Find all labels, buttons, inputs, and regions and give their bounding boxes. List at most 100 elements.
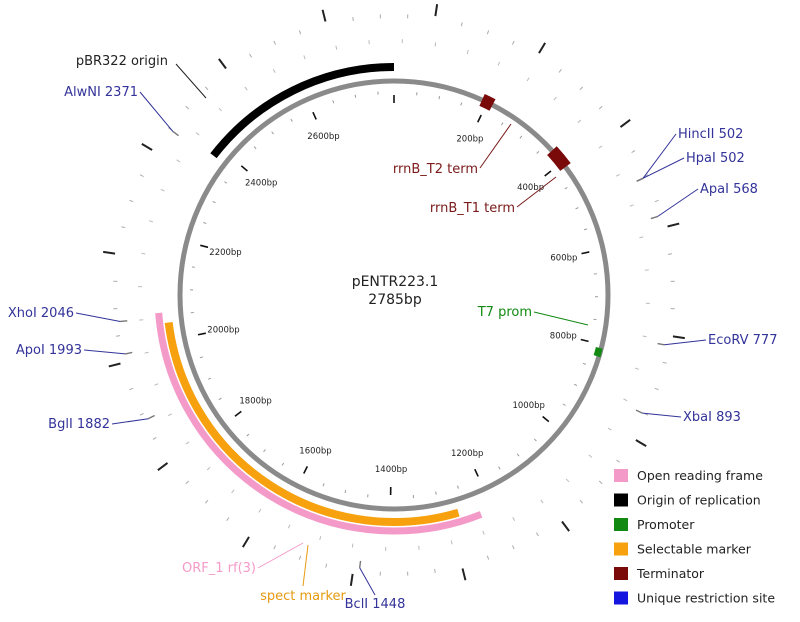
mid-tick: [160, 188, 165, 192]
minor-tick: [208, 377, 212, 380]
site-leader-line: [642, 133, 677, 179]
minor-tick: [562, 403, 566, 406]
minor-tick: [203, 221, 207, 224]
mid-tick: [434, 42, 437, 47]
major-tick: [474, 468, 479, 477]
mid-tick: [148, 220, 153, 223]
site-label: HpaI 502: [686, 151, 745, 166]
legend-swatch: [614, 591, 628, 605]
minor-tick: [212, 200, 216, 204]
outer-tick: [349, 573, 354, 586]
site-mark: [120, 320, 128, 323]
site-leader-line: [75, 312, 121, 322]
mid-tick: [588, 454, 593, 458]
outer-tick: [141, 142, 153, 151]
feature-leader-line: [516, 176, 557, 208]
site-label: XbaI 893: [683, 410, 741, 425]
minor-tick: [263, 449, 266, 453]
tick-label: 200bp: [456, 134, 483, 144]
mid-tick: [598, 145, 603, 149]
tick-label: 2400bp: [245, 179, 277, 189]
site-mark: [358, 560, 362, 568]
feature-leader-line: [479, 123, 512, 169]
major-tick: [303, 465, 309, 474]
legend-label: Unique restriction site: [637, 591, 775, 606]
site-leader-line: [111, 418, 149, 425]
outer-tick: [538, 42, 547, 54]
site-mark: [172, 130, 179, 137]
legend-swatch: [614, 518, 628, 531]
feature-leader-line: [257, 542, 304, 569]
tick-marks: 200bp 400bp 600bp 800bp 1000bp 1200bp 1400bp 16…: [190, 91, 598, 499]
minor-tick: [575, 207, 579, 210]
plasmid-backbone: [177, 78, 611, 512]
tick-label: 600bp: [550, 254, 577, 264]
outer-tick: [486, 555, 490, 560]
outer-tick: [667, 253, 673, 255]
outer-tick: [579, 499, 584, 504]
outer-tick: [241, 536, 250, 548]
minor-tick: [536, 151, 540, 154]
minor-tick: [199, 356, 203, 359]
legend-label: Open reading frame: [637, 468, 763, 483]
mid-tick: [231, 489, 235, 494]
mid-tick: [639, 236, 644, 239]
outer-tick: [157, 462, 169, 471]
site-leader-line: [642, 412, 682, 418]
tick-label: 800bp: [550, 331, 577, 341]
outer-tick: [662, 361, 667, 364]
outer-tick: [129, 199, 134, 203]
major-tick: [542, 415, 550, 423]
feature-label: pBR322 origin: [76, 54, 168, 69]
feature-label: spect marker: [260, 589, 346, 604]
mid-tick: [482, 530, 485, 535]
minor-tick: [253, 146, 257, 150]
outer-tick: [631, 150, 636, 154]
outer-tick: [321, 9, 327, 22]
legend: Open reading frame Origin of replication P…: [614, 468, 775, 606]
mid-tick: [335, 45, 338, 50]
minor-tick: [564, 186, 568, 190]
site-leader-line: [139, 91, 174, 132]
feature-arcs: [155, 63, 603, 535]
outer-tick: [558, 69, 562, 73]
feature-labels: pBR322 origin spect marker ORF_1 rf(3) rrnB…: [76, 54, 589, 604]
outer-tick: [139, 174, 144, 178]
feature-leader-line: [302, 544, 309, 587]
outer-tick: [204, 86, 209, 91]
outer-tick: [461, 568, 467, 581]
feature-leader-line: [533, 311, 589, 326]
minor-tick: [533, 438, 537, 442]
minor-tick: [344, 489, 347, 494]
feature-terminator: [547, 146, 571, 171]
outer-tick: [635, 439, 647, 448]
outer-tick: [204, 499, 209, 504]
outer-tick: [273, 545, 277, 550]
legend-swatch: [614, 469, 628, 482]
mid-tick: [553, 96, 557, 101]
minor-tick: [501, 122, 504, 126]
tick-label: 2200bp: [209, 248, 241, 258]
mid-tick: [629, 204, 634, 207]
feature-label: rrnB_T1 term: [430, 201, 515, 216]
outer-tick: [672, 335, 685, 340]
mid-tick: [195, 132, 200, 136]
outer-tick: [352, 16, 354, 22]
site-leader-line: [359, 567, 376, 596]
mid-tick: [642, 335, 647, 338]
outer-tick: [249, 53, 253, 58]
site-label: AlwNI 2371: [64, 85, 138, 100]
outer-tick: [598, 480, 603, 485]
minor-tick: [457, 485, 459, 489]
minor-tick: [332, 100, 335, 104]
outer-tick: [115, 335, 121, 337]
mid-tick: [144, 351, 149, 354]
outer-tick: [654, 199, 659, 203]
outer-tick: [434, 4, 439, 17]
outer-tick: [325, 563, 328, 568]
outer-tick: [511, 545, 515, 550]
tick-label: 1600bp: [299, 446, 331, 456]
mid-tick: [450, 540, 453, 545]
major-tick: [200, 244, 209, 249]
